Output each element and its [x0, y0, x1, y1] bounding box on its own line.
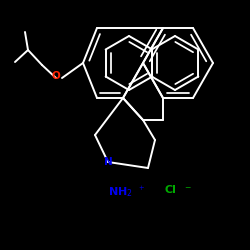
Text: $^-$: $^-$ — [183, 185, 192, 195]
Text: $^+$: $^+$ — [137, 185, 145, 195]
Text: NH$_2$: NH$_2$ — [108, 185, 132, 199]
Text: O: O — [52, 71, 60, 81]
Text: Cl: Cl — [164, 185, 176, 195]
Text: N: N — [104, 157, 112, 167]
